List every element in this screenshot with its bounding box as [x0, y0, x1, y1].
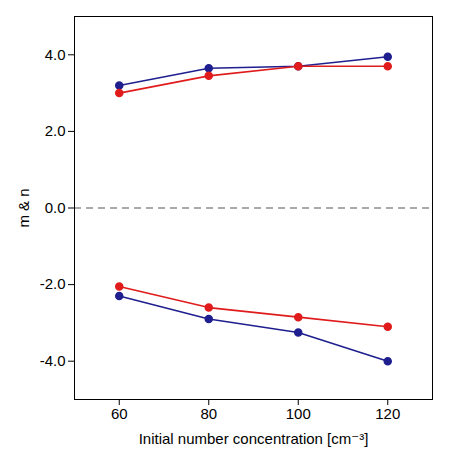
svg-text:0.0: 0.0: [45, 199, 66, 216]
svg-text:2.0: 2.0: [45, 122, 66, 139]
svg-text:Initial number concentration [: Initial number concentration [cm⁻³]: [139, 430, 369, 447]
svg-text:100: 100: [286, 405, 311, 422]
svg-text:m & n: m & n: [15, 188, 32, 227]
svg-text:120: 120: [375, 405, 400, 422]
svg-text:60: 60: [111, 405, 128, 422]
svg-text:-4.0: -4.0: [40, 352, 66, 369]
svg-text:-2.0: -2.0: [40, 275, 66, 292]
svg-text:80: 80: [200, 405, 217, 422]
svg-text:4.0: 4.0: [45, 46, 66, 63]
